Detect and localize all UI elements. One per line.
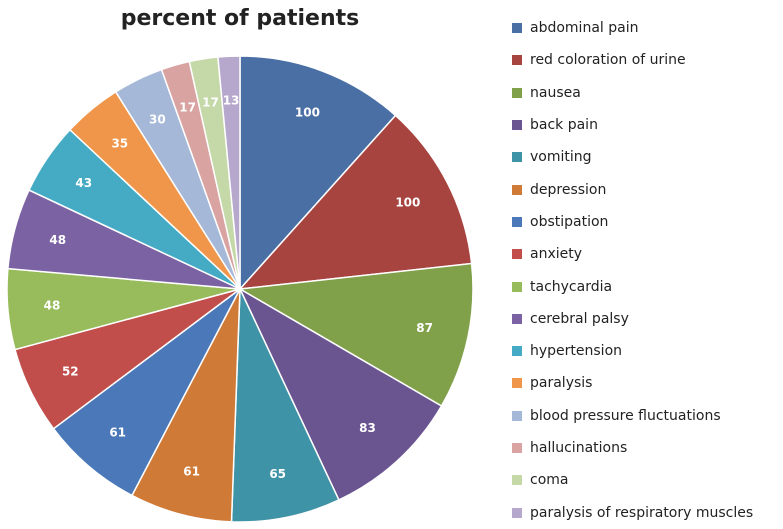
legend-swatch xyxy=(512,507,522,518)
data-label-tachycardia: 48 xyxy=(44,299,61,313)
legend-item-cerebral-palsy: cerebral palsy xyxy=(512,303,780,335)
pie-slice-abdominal-pain xyxy=(239,55,397,291)
legend-label: hallucinations xyxy=(530,440,628,456)
legend-swatch xyxy=(512,346,522,357)
data-label-hallucinations: 17 xyxy=(179,101,196,115)
legend-item-back-pain: back pain xyxy=(512,109,780,141)
legend-swatch xyxy=(512,249,522,260)
pie-slice-nausea xyxy=(237,262,474,408)
legend-label: cerebral palsy xyxy=(530,310,629,327)
legend-swatch xyxy=(512,87,522,98)
legend-swatch xyxy=(512,281,522,292)
legend-swatch xyxy=(512,378,522,389)
legend-label: back pain xyxy=(530,117,598,134)
data-label-vomiting: 65 xyxy=(269,467,286,481)
legend: abdominal pain red coloration of urine nau… xyxy=(512,12,780,529)
pie-slice-paralysis-of-respiratory-muscles xyxy=(217,55,241,290)
legend-swatch xyxy=(512,120,522,131)
legend-item-paralysis-of-respiratory-muscles: paralysis of respiratory muscles xyxy=(512,496,780,528)
legend-item-blood-pressure-fluctuations: blood pressure fluctuations xyxy=(512,400,780,432)
legend-item-abdominal-pain: abdominal pain xyxy=(512,12,780,44)
legend-swatch xyxy=(512,443,522,453)
legend-item-obstipation: obstipation xyxy=(512,206,780,238)
legend-swatch xyxy=(512,55,522,66)
legend-label: anxiety xyxy=(530,246,583,263)
legend-swatch xyxy=(512,410,522,421)
legend-item-anxiety: anxiety xyxy=(512,238,780,270)
data-label-depression: 61 xyxy=(183,464,200,478)
legend-label: nausea xyxy=(530,84,581,101)
legend-label: abdominal pain xyxy=(530,20,639,37)
legend-item-tachycardia: tachycardia xyxy=(512,270,780,302)
legend-label: red coloration of urine xyxy=(530,52,686,69)
legend-label: paralysis xyxy=(530,375,593,392)
legend-swatch xyxy=(512,216,522,227)
data-label-hypertension: 43 xyxy=(75,176,92,190)
legend-item-paralysis: paralysis xyxy=(512,367,780,399)
legend-label: coma xyxy=(530,472,569,489)
legend-item-depression: depression xyxy=(512,173,780,205)
legend-item-coma: coma xyxy=(512,464,780,496)
data-label-obstipation: 61 xyxy=(109,426,126,440)
legend-swatch xyxy=(512,23,522,34)
pie-slice-depression xyxy=(130,288,241,523)
legend-swatch xyxy=(512,184,522,195)
legend-swatch xyxy=(512,313,522,324)
legend-label: depression xyxy=(530,181,607,198)
legend-item-vomiting: vomiting xyxy=(512,141,780,173)
pie-slice-back-pain xyxy=(238,287,443,501)
data-label-red-coloration-of-urine: 100 xyxy=(395,196,420,210)
data-label-anxiety: 52 xyxy=(62,365,79,379)
legend-item-red-coloration-of-urine: red coloration of urine xyxy=(512,44,780,76)
pie-slice-red-coloration-of-urine xyxy=(238,114,473,290)
legend-label: blood pressure fluctuations xyxy=(530,407,721,424)
legend-item-nausea: nausea xyxy=(512,77,780,109)
data-label-cerebral-palsy: 48 xyxy=(49,233,66,247)
legend-label: vomiting xyxy=(530,149,592,166)
data-label-coma: 17 xyxy=(202,96,219,110)
chart-title: percent of patients xyxy=(120,6,360,31)
data-label-paralysis: 35 xyxy=(111,136,128,150)
legend-item-hypertension: hypertension xyxy=(512,335,780,367)
data-label-nausea: 87 xyxy=(416,321,433,335)
legend-swatch xyxy=(512,475,522,486)
data-label-abdominal-pain: 100 xyxy=(295,106,320,120)
data-label-paralysis-of-respiratory-muscles: 13 xyxy=(223,93,240,107)
legend-label: paralysis of respiratory muscles xyxy=(530,504,754,521)
legend-label: obstipation xyxy=(530,213,609,230)
legend-item-hallucinations: hallucinations xyxy=(512,432,780,464)
pie-slice-vomiting xyxy=(230,288,340,523)
legend-label: tachycardia xyxy=(530,278,613,295)
legend-label: hypertension xyxy=(530,343,623,360)
pie-slice-obstipation xyxy=(52,288,241,497)
pie-chart: 100 100 87 83 65 61 61 52 48 48 43 35 30 17 17 13 xyxy=(6,55,474,523)
data-label-back-pain: 83 xyxy=(359,421,376,435)
legend-swatch xyxy=(512,152,522,163)
data-label-blood-pressure-fluctuations: 30 xyxy=(149,112,166,126)
